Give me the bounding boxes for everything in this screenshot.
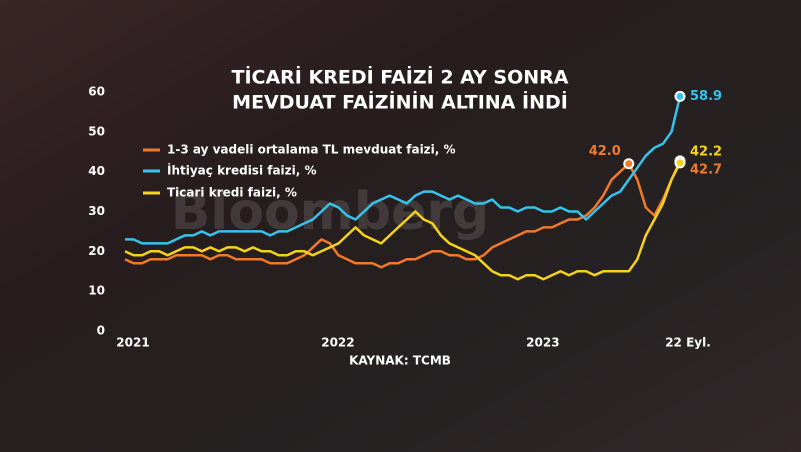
- chart-title: MEVDUAT FAİZİNİN ALTINA İNDİ: [232, 90, 568, 114]
- y-tick-label: 10: [88, 284, 105, 298]
- value-label: 58.9: [690, 89, 722, 104]
- legend-label: 1-3 ay vadeli ortalama TL mevduat faizi,…: [167, 143, 456, 157]
- source: KAYNAK: TCMB: [349, 354, 451, 368]
- point: [674, 157, 686, 169]
- line: [124, 162, 682, 281]
- x-tick-label: 2022: [321, 336, 354, 350]
- x-tick-label: 2021: [116, 336, 149, 350]
- y-tick-label: 20: [88, 244, 105, 258]
- y-tick-label: 40: [88, 164, 105, 178]
- y-tick-label: 30: [88, 204, 105, 218]
- y-tick-label: 60: [88, 85, 105, 99]
- point: [623, 158, 635, 170]
- line: [124, 160, 682, 269]
- y-tick-label: 50: [88, 124, 105, 138]
- point: [674, 90, 686, 102]
- x-tick-label: 22 Eyl.: [665, 336, 711, 350]
- value-label: 42.0: [589, 144, 621, 159]
- line: [125, 96, 682, 245]
- value-label: 42.2: [690, 144, 722, 159]
- chart-title: TİCARİ KREDİ FAİZİ 2 AY SONRA: [232, 65, 569, 89]
- value-label: 42.7: [690, 162, 722, 177]
- y-tick-label: 0: [97, 324, 105, 338]
- legend-label: Ticari kredi faizi, %: [167, 186, 297, 200]
- legend-label: İhtiyaç kredisi faizi, %: [167, 163, 317, 178]
- x-tick-label: 2023: [526, 336, 559, 350]
